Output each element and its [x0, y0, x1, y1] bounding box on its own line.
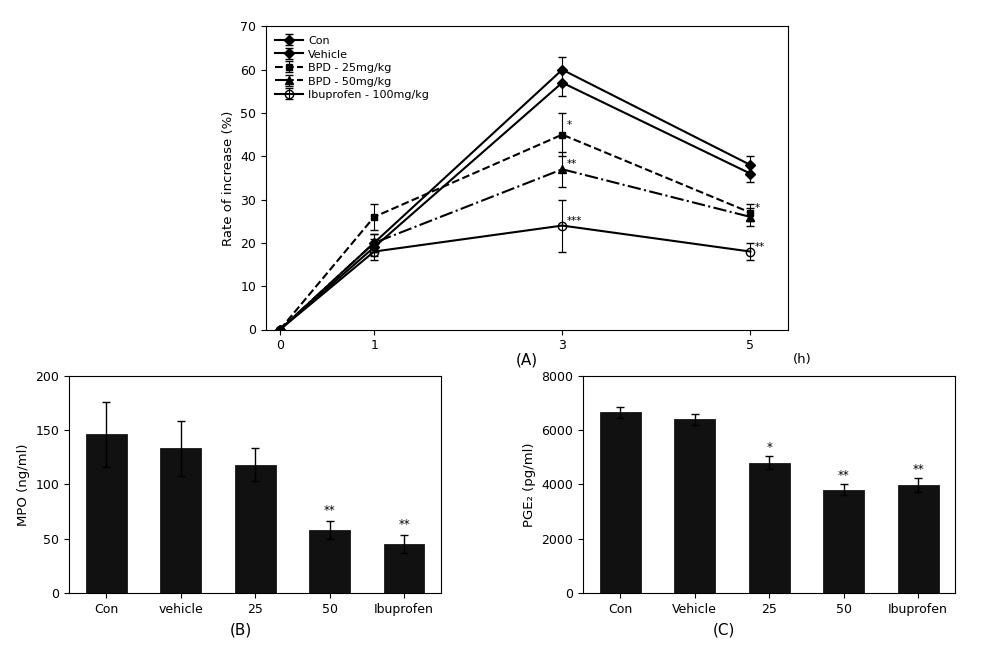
Text: **: ** [567, 159, 577, 169]
Text: **: ** [755, 242, 765, 252]
Text: **: ** [912, 463, 924, 476]
Y-axis label: Rate of increase (%): Rate of increase (%) [222, 110, 234, 246]
Text: (A): (A) [516, 353, 538, 368]
Text: *: * [766, 441, 772, 453]
Y-axis label: PGE₂ (pg/ml): PGE₂ (pg/ml) [523, 442, 536, 527]
Bar [234, 465, 276, 593]
Bar [823, 490, 864, 593]
Bar [161, 449, 201, 593]
Text: *: * [755, 202, 760, 213]
Text: **: ** [398, 518, 410, 531]
Bar [86, 434, 127, 593]
Bar [600, 413, 641, 593]
Legend: Con, Vehicle, BPD - 25mg/kg, BPD - 50mg/kg, Ibuprofen - 100mg/kg: Con, Vehicle, BPD - 25mg/kg, BPD - 50mg/… [272, 32, 432, 103]
Text: (C): (C) [713, 623, 735, 638]
Bar [383, 544, 425, 593]
Text: (h): (h) [793, 353, 812, 366]
Bar [675, 419, 715, 593]
Y-axis label: MPO (ng/ml): MPO (ng/ml) [17, 443, 30, 526]
Bar [897, 485, 939, 593]
Text: **: ** [324, 504, 336, 517]
Bar [749, 463, 790, 593]
Bar [309, 530, 350, 593]
Text: **: ** [838, 469, 849, 482]
Text: *: * [567, 121, 572, 130]
Text: ***: *** [567, 215, 582, 225]
Text: (B): (B) [230, 623, 252, 638]
